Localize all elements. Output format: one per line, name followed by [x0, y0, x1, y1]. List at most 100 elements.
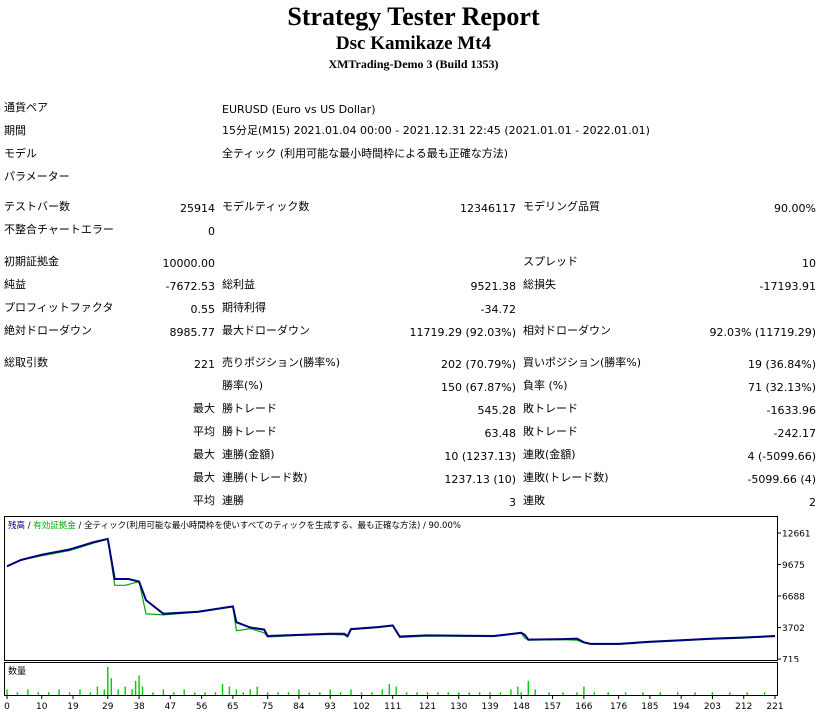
params-label: パラメーター — [4, 170, 70, 183]
volume-bar — [277, 692, 279, 695]
volume-bar — [107, 667, 109, 695]
max-prefix-1: 最大 — [193, 402, 215, 415]
volume-bar — [27, 689, 29, 695]
volume-bar — [329, 689, 331, 695]
volume-bar — [16, 692, 19, 695]
volume-bar — [134, 681, 137, 695]
volume-bar — [437, 692, 439, 695]
volume-bar — [659, 692, 661, 695]
model-label: モデル — [4, 147, 37, 160]
spread-label: スプレッド — [523, 255, 578, 268]
volume-bar — [89, 692, 92, 695]
gross-loss-label: 総損失 — [523, 278, 556, 291]
cons-wins-trd-label: 連勝(トレード数) — [222, 471, 308, 484]
y-tick-label: 12661 — [782, 530, 811, 540]
volume-bar — [583, 686, 585, 695]
volume-bar — [499, 692, 502, 695]
x-tick-label: 111 — [384, 702, 401, 712]
y-tick-label: 3702 — [782, 624, 805, 634]
volume-bar — [763, 692, 766, 695]
volume-bar — [58, 689, 60, 695]
volume-bar — [96, 686, 99, 695]
volume-bar — [214, 692, 217, 695]
deposit-value: 10000.00 — [162, 257, 216, 270]
x-tick-label: 75 — [262, 702, 273, 712]
x-tick-label: 148 — [513, 702, 530, 712]
avg-cons-wins-value: 3 — [509, 496, 516, 509]
volume-bar — [746, 692, 748, 695]
volume-bar — [642, 692, 644, 695]
volume-bar — [371, 692, 373, 695]
volume-bar — [339, 692, 342, 695]
volume-bar — [308, 692, 310, 695]
avg-cons-losses-label: 連敗 — [523, 494, 545, 507]
expected-value: -34.72 — [480, 303, 516, 316]
volume-bar — [478, 692, 481, 695]
x-tick-label: 10 — [36, 702, 48, 712]
volume-bar — [729, 692, 731, 695]
avg-cons-wins-label: 連勝 — [222, 494, 244, 507]
volume-bar — [124, 686, 126, 695]
cons-wins-amt-value: 10 (1237.13) — [444, 450, 516, 463]
avg-win-label: 勝トレード — [222, 425, 277, 438]
legend-equity: 有効証拠金 — [33, 520, 76, 531]
volume-bar — [677, 692, 679, 695]
x-tick-label: 0 — [4, 702, 10, 712]
volume-label: 数量 — [8, 665, 26, 677]
gross-loss-value: -17193.91 — [759, 280, 816, 293]
x-tick-label: 121 — [419, 702, 436, 712]
bars-value: 25914 — [180, 202, 215, 215]
volume-bar — [235, 689, 238, 695]
volume-bar — [183, 689, 185, 695]
avg-prefix-1: 平均 — [193, 425, 215, 438]
bars-label: テストバー数 — [4, 200, 70, 213]
symbol-label: 通貨ペア — [4, 101, 48, 114]
max-dd-label: 最大ドローダウン — [222, 324, 310, 337]
loss-rate-value: 71 (32.13%) — [747, 381, 816, 394]
largest-loss-label: 敗トレード — [523, 402, 578, 415]
volume-bar — [152, 692, 154, 695]
volume-bar — [298, 689, 300, 695]
volume-bar — [468, 692, 470, 695]
volume-bar — [593, 692, 595, 695]
period-value: 15分足(M15) 2021.01.04 00:00 - 2021.12.31 … — [222, 124, 650, 137]
x-tick-label: 29 — [102, 702, 114, 712]
cons-losses-trd-label: 連敗(トレード数) — [523, 471, 609, 484]
largest-loss-value: -1633.96 — [766, 404, 816, 417]
pf-value: 0.55 — [190, 303, 216, 316]
legend-balance: 残高 — [8, 520, 25, 531]
x-tick-label: 185 — [641, 702, 658, 712]
max-prefix-3: 最大 — [193, 471, 215, 484]
volume-bar — [388, 683, 390, 695]
cons-losses-amt-label: 連敗(金額) — [523, 448, 576, 461]
volume-bar — [48, 692, 50, 695]
y-tick-label: 9675 — [782, 561, 805, 571]
volume-bar — [381, 689, 383, 695]
avg-win-value: 63.48 — [484, 427, 517, 440]
x-tick-label: 47 — [165, 702, 176, 712]
net-label: 純益 — [4, 278, 26, 291]
volume-bar — [576, 692, 578, 695]
x-tick-label: 65 — [227, 702, 238, 712]
volume-bar — [489, 692, 491, 695]
symbol-value: EURUSD (Euro vs US Dollar) — [222, 103, 376, 116]
quality-value: 90.00% — [774, 202, 816, 215]
gross-profit-value: 9521.38 — [470, 280, 517, 293]
volume-bar — [194, 692, 196, 695]
win-rate-value: 150 (67.87%) — [440, 381, 516, 394]
x-tick-label: 221 — [766, 702, 783, 712]
x-tick-label: 38 — [133, 702, 145, 712]
x-tick-label: 176 — [610, 702, 627, 712]
rel-dd-label: 相対ドローダウン — [523, 324, 611, 337]
volume-bar — [694, 692, 696, 695]
short-value: 202 (70.79%) — [440, 358, 516, 371]
volume-bar — [458, 692, 460, 695]
volume-bar — [256, 686, 258, 695]
avg-prefix-2: 平均 — [193, 494, 215, 507]
y-tick-label: 715 — [782, 656, 799, 663]
volume-bar — [110, 678, 112, 695]
x-tick-label: 212 — [735, 702, 752, 712]
volume-bar — [360, 692, 363, 695]
cons-losses-amt-value: 4 (-5099.66) — [747, 450, 816, 463]
volume-bar — [117, 689, 119, 695]
